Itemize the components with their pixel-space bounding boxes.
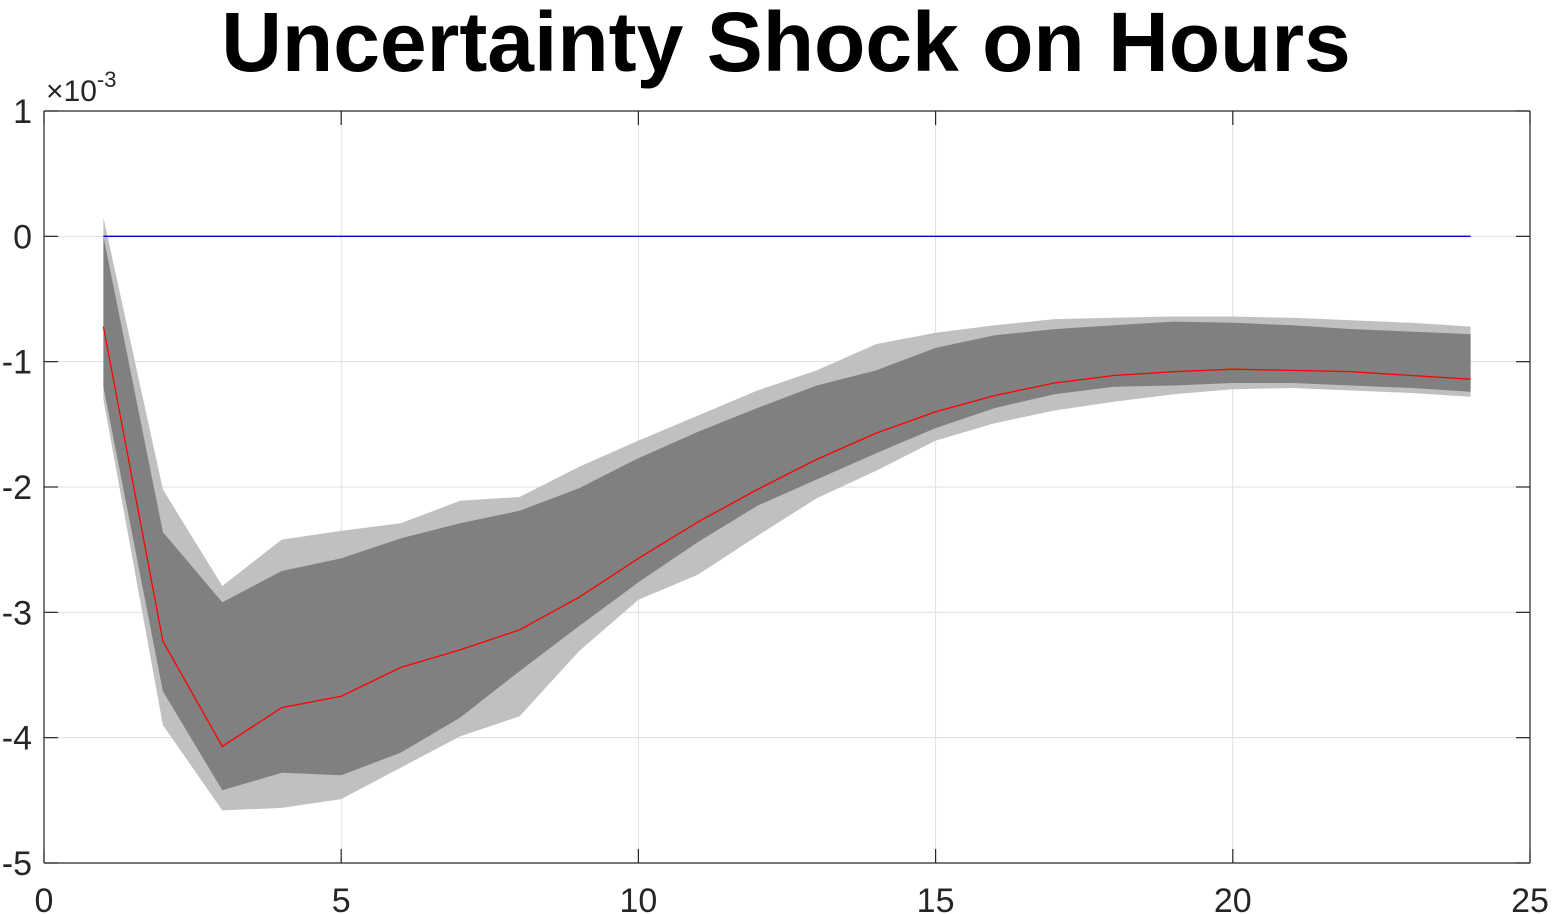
y-exponent-label: ×10-3	[46, 67, 116, 108]
chart-title: Uncertainty Shock on Hours	[221, 0, 1351, 89]
y-tick-labels: -5 -4 -3 -2 -1 0 1	[2, 93, 32, 883]
y-tick-label: -1	[2, 344, 32, 382]
x-tick-label: 15	[917, 882, 955, 914]
x-tick-label: 5	[332, 882, 351, 914]
y-tick-label: -5	[2, 845, 32, 883]
median-line	[102, 326, 1471, 748]
y-tick-label: -3	[2, 594, 32, 632]
x-tick-label: 25	[1511, 882, 1549, 914]
y-tick-label: -4	[2, 720, 32, 758]
y-tick-label: 1	[13, 93, 32, 131]
x-tick-label: 0	[35, 882, 54, 914]
x-tick-label: 20	[1214, 882, 1252, 914]
y-tick-label: -2	[2, 469, 32, 507]
x-tick-labels: 0 5 10 15 20 25	[35, 882, 1549, 914]
axes	[43, 110, 1531, 864]
x-tick-label: 10	[619, 882, 657, 914]
series-lines	[102, 235, 1471, 748]
y-tick-label: 0	[13, 218, 32, 256]
